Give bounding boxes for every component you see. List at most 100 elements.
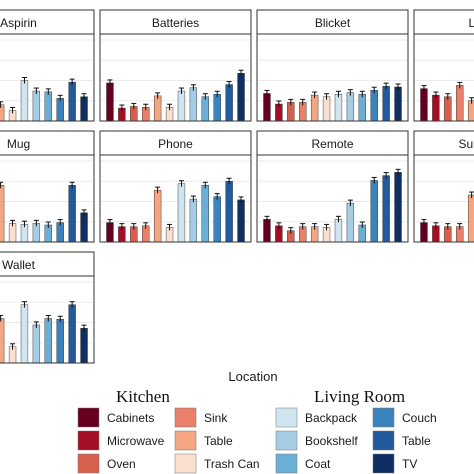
bar-microwave	[432, 94, 440, 122]
facet-panel-sunglasses: Sunglasses	[413, 130, 474, 243]
bar-tv	[237, 73, 245, 122]
facet-panel-lipbalm: Lipbalm	[413, 9, 474, 122]
bar-tv	[237, 199, 245, 243]
bar-coat	[44, 318, 52, 364]
panel-strip	[413, 130, 474, 156]
panel-border	[0, 33, 95, 122]
facet-panel-batteries: Batteries	[99, 9, 252, 122]
bar-backpack	[20, 304, 29, 364]
bar-trash-can	[322, 96, 331, 122]
panel-strip	[0, 251, 95, 277]
panel-strip	[0, 130, 95, 156]
facet-panel-blicket: Blicket	[256, 9, 409, 122]
bar-table	[225, 181, 233, 243]
legend-key	[174, 407, 197, 428]
bar-coat	[358, 94, 366, 122]
legend-key	[174, 430, 197, 451]
bar-table	[68, 304, 76, 364]
facet-panel-phone: Phone	[99, 130, 252, 243]
panel-title: Batteries	[152, 16, 199, 30]
facet-panel-aspirin: Aspirin	[0, 9, 95, 122]
legend-key	[372, 453, 395, 474]
bar-couch	[213, 196, 221, 243]
bar-backpack	[20, 80, 29, 122]
panel-title: Aspirin	[0, 16, 37, 30]
panel-title: Wallet	[2, 258, 36, 272]
legend-label: Bookshelf	[305, 434, 358, 448]
legend: Kitchen Cabinets Microwave Oven Sink Table Tra…	[77, 387, 437, 474]
legend-label: Table	[204, 434, 233, 448]
bar-table	[467, 194, 474, 243]
bar-backpack	[334, 219, 343, 243]
bar-coat	[201, 185, 209, 243]
legend-key	[275, 407, 298, 428]
legend-group-title: Living Room	[314, 387, 405, 406]
bar-tv	[80, 96, 88, 122]
legend-key	[275, 430, 298, 451]
panel-title: Mug	[7, 137, 30, 151]
panel-border	[99, 154, 252, 243]
legend-group-title: Kitchen	[116, 387, 170, 406]
bar-cabinets	[106, 82, 114, 122]
bar-table	[153, 189, 162, 243]
legend-key	[77, 407, 100, 428]
panel-strip	[99, 130, 252, 156]
legend-label: Couch	[402, 411, 437, 425]
panel-title: Blicket	[315, 16, 351, 30]
bar-bookshelf	[346, 92, 355, 122]
panel-strip	[413, 9, 474, 35]
legend-label: Coat	[305, 457, 331, 471]
facet-panels: Aspirin Batteries Blicket Lipbalm Mug Phone Re…	[0, 9, 474, 364]
panel-border	[256, 154, 409, 243]
legend-key	[174, 453, 197, 474]
bar-table	[153, 95, 162, 122]
legend-label: TV	[402, 457, 417, 471]
bar-cabinets	[263, 219, 271, 243]
x-axis-title: Location	[228, 369, 277, 384]
bar-cabinets	[420, 88, 428, 122]
legend-label: Cabinets	[107, 411, 154, 425]
bar-oven	[444, 96, 452, 122]
facet-panel-mug: Mug	[0, 130, 95, 243]
legend-label: Sink	[204, 411, 228, 425]
bar-table	[0, 318, 5, 364]
panel-border	[413, 33, 474, 122]
bar-table	[382, 175, 390, 243]
bar-cabinets	[263, 93, 271, 122]
bar-bookshelf	[189, 198, 198, 243]
bar-couch	[56, 98, 64, 122]
panel-title: Lipbalm	[468, 16, 474, 30]
panel-border	[0, 154, 95, 243]
bar-couch	[56, 319, 64, 364]
panel-border	[256, 33, 409, 122]
panel-title: Remote	[311, 137, 353, 151]
bar-tv	[80, 327, 88, 364]
bar-table	[310, 94, 319, 122]
bar-table	[0, 185, 5, 243]
bar-bookshelf	[32, 324, 41, 364]
bar-table	[382, 85, 390, 122]
legend-key	[372, 430, 395, 451]
bar-backpack	[177, 90, 186, 122]
bar-bookshelf	[189, 87, 198, 122]
bar-table	[68, 185, 76, 243]
bar-couch	[370, 180, 378, 243]
legend-label: Oven	[107, 457, 136, 471]
panel-strip	[256, 130, 409, 156]
bar-table	[68, 81, 76, 122]
legend-key	[275, 453, 298, 474]
legend-label: Microwave	[107, 434, 165, 448]
bar-table	[467, 100, 474, 122]
panel-border	[99, 33, 252, 122]
bar-couch	[370, 90, 378, 122]
panel-title: Phone	[158, 137, 193, 151]
legend-label: Table	[402, 434, 431, 448]
facet-panel-wallet: Wallet	[0, 251, 95, 364]
panel-border	[0, 275, 95, 364]
legend-label: Backpack	[305, 411, 358, 425]
bar-sink	[456, 85, 464, 122]
panel-title: Sunglasses	[458, 137, 474, 151]
bar-coat	[201, 96, 209, 122]
bar-table	[225, 84, 233, 122]
